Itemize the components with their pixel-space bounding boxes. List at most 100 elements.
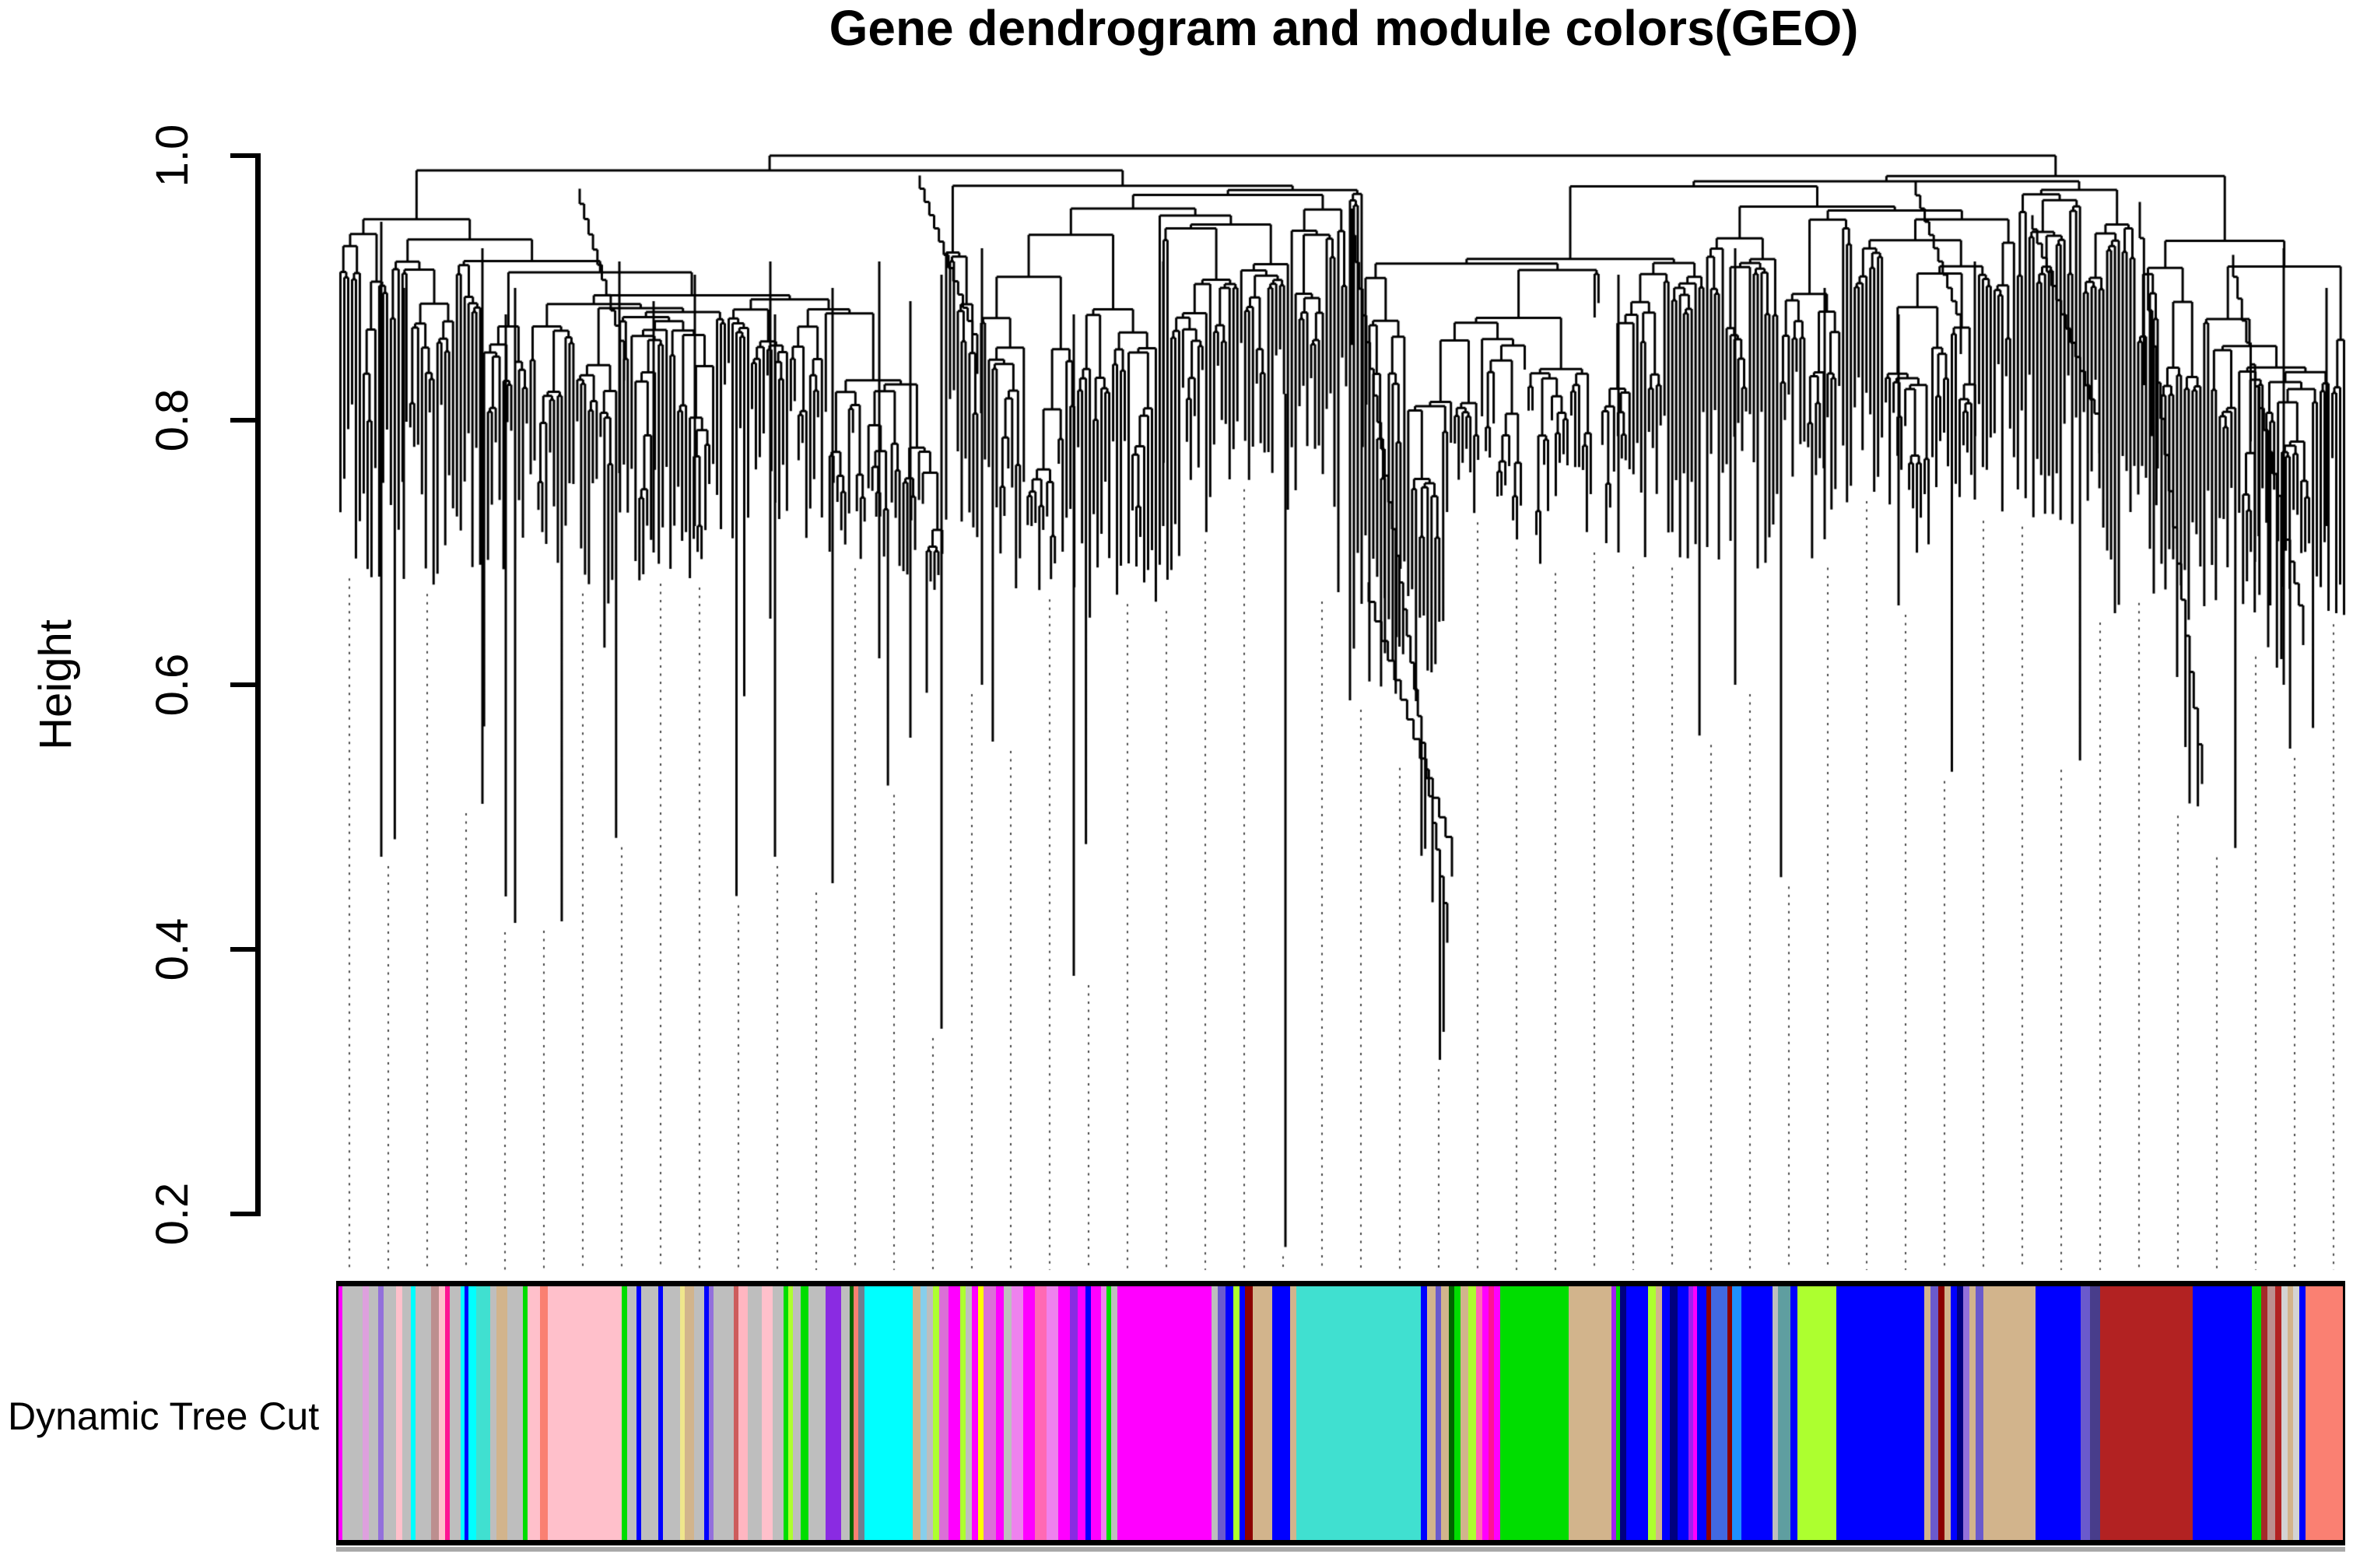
module-color-segment bbox=[540, 1286, 549, 1540]
module-color-segment bbox=[621, 1286, 627, 1540]
module-color-segment bbox=[738, 1286, 748, 1540]
module-color-segment bbox=[1706, 1286, 1712, 1540]
module-color-segment bbox=[1211, 1286, 1219, 1540]
module-color-segment bbox=[496, 1286, 508, 1540]
module-color-segment bbox=[1648, 1286, 1657, 1540]
module-color-segment bbox=[708, 1286, 714, 1540]
module-color-segment bbox=[773, 1286, 784, 1540]
module-color-segment bbox=[384, 1286, 397, 1540]
module-color-segment bbox=[1106, 1286, 1112, 1540]
chart-title: Gene dendrogram and module colors(GEO) bbox=[829, 0, 1859, 56]
module-color-segment bbox=[460, 1286, 465, 1540]
module-color-segment bbox=[548, 1286, 622, 1540]
module-color-segment bbox=[1435, 1286, 1441, 1540]
module-color-segment bbox=[939, 1286, 949, 1540]
module-color-segment bbox=[468, 1286, 476, 1540]
module-color-segment bbox=[713, 1286, 734, 1540]
module-color-segment bbox=[1727, 1286, 1732, 1540]
module-color-segment bbox=[2252, 1286, 2262, 1540]
module-color-segment bbox=[490, 1286, 497, 1540]
module-color-segment bbox=[1034, 1286, 1047, 1540]
module-color-segment bbox=[841, 1286, 850, 1540]
module-color-segment bbox=[857, 1286, 864, 1540]
module-color-segment bbox=[2080, 1286, 2091, 1540]
module-color-segment bbox=[378, 1286, 384, 1540]
module-color-segment bbox=[1085, 1286, 1092, 1540]
module-color-segment bbox=[1448, 1286, 1454, 1540]
module-color-segment bbox=[1662, 1286, 1671, 1540]
module-color-segment bbox=[1836, 1286, 1924, 1540]
y-axis-tick bbox=[230, 1212, 259, 1216]
module-color-segment bbox=[528, 1286, 541, 1540]
module-color-segment bbox=[475, 1286, 491, 1540]
module-color-segment bbox=[1615, 1286, 1620, 1540]
module-color-segment bbox=[1253, 1286, 1273, 1540]
module-color-segment bbox=[703, 1286, 709, 1540]
module-color-segment bbox=[1930, 1286, 1938, 1540]
module-color-segment bbox=[1741, 1286, 1773, 1540]
module-color-segment bbox=[972, 1286, 979, 1540]
module-color-segment bbox=[826, 1286, 842, 1540]
module-color-segment bbox=[1475, 1286, 1482, 1540]
module-color-segment bbox=[1046, 1286, 1058, 1540]
module-color-segment bbox=[1091, 1286, 1102, 1540]
module-color-segment bbox=[1003, 1286, 1012, 1540]
module-color-segment bbox=[1454, 1286, 1461, 1540]
module-color-segment bbox=[784, 1286, 789, 1540]
y-axis-tick-label: 0.8 bbox=[147, 388, 198, 452]
module-color-segment bbox=[641, 1286, 659, 1540]
module-color-segment bbox=[1976, 1286, 1984, 1540]
module-color-segment bbox=[627, 1286, 637, 1540]
module-color-segment bbox=[1569, 1286, 1611, 1540]
module-color-segment bbox=[1772, 1286, 1778, 1540]
module-color-segment bbox=[1611, 1286, 1616, 1540]
module-color-segment bbox=[1697, 1286, 1707, 1540]
module-color-segment bbox=[2267, 1286, 2276, 1540]
module-color-segment bbox=[801, 1286, 809, 1540]
module-color-segment bbox=[1078, 1286, 1086, 1540]
module-color-segment bbox=[685, 1286, 695, 1540]
module-color-segment bbox=[1482, 1286, 1489, 1540]
y-axis-tick-label: 0.4 bbox=[147, 917, 198, 981]
module-color-segment bbox=[1488, 1286, 1494, 1540]
module-color-segment bbox=[793, 1286, 801, 1540]
module-color-segment bbox=[680, 1286, 686, 1540]
module-color-segment bbox=[1468, 1286, 1476, 1540]
module-color-segment bbox=[438, 1286, 445, 1540]
module-color-segment bbox=[1777, 1286, 1790, 1540]
module-color-segment bbox=[1923, 1286, 1930, 1540]
module-color-segment bbox=[1656, 1286, 1663, 1540]
module-color-segment bbox=[1493, 1286, 1500, 1540]
module-bar-shadow bbox=[336, 1547, 2345, 1552]
module-color-segment bbox=[788, 1286, 794, 1540]
module-color-bar bbox=[336, 1281, 2345, 1545]
y-axis-tick-label: 0.2 bbox=[147, 1182, 198, 1246]
module-color-segment bbox=[1111, 1286, 1118, 1540]
module-color-segment bbox=[415, 1286, 431, 1540]
y-axis-tick-label: 1.0 bbox=[147, 124, 198, 188]
module-color-segment bbox=[663, 1286, 681, 1540]
module-color-segment bbox=[1245, 1286, 1254, 1540]
module-color-segment bbox=[1693, 1286, 1698, 1540]
module-color-segment bbox=[1731, 1286, 1741, 1540]
module-color-segment bbox=[1101, 1286, 1107, 1540]
module-color-segment bbox=[1022, 1286, 1035, 1540]
module-color-segment bbox=[1625, 1286, 1648, 1540]
module-color-segment bbox=[658, 1286, 664, 1540]
module-color-segment bbox=[933, 1286, 940, 1540]
module-color-segment bbox=[1421, 1286, 1428, 1540]
module-color-segment bbox=[1670, 1286, 1678, 1540]
module-color-segment bbox=[523, 1286, 528, 1540]
module-color-segment bbox=[338, 1286, 343, 1540]
module-color-segment bbox=[1619, 1286, 1626, 1540]
module-color-segment bbox=[2293, 1286, 2299, 1540]
module-color-segment bbox=[1117, 1286, 1212, 1540]
y-axis-tick bbox=[230, 153, 259, 158]
module-color-segment bbox=[2305, 1286, 2343, 1540]
module-color-segment bbox=[2281, 1286, 2288, 1540]
module-color-segment bbox=[1951, 1286, 1958, 1540]
module-color-segment bbox=[1460, 1286, 1468, 1540]
module-color-segment bbox=[2288, 1286, 2294, 1540]
module-color-segment bbox=[1226, 1286, 1234, 1540]
